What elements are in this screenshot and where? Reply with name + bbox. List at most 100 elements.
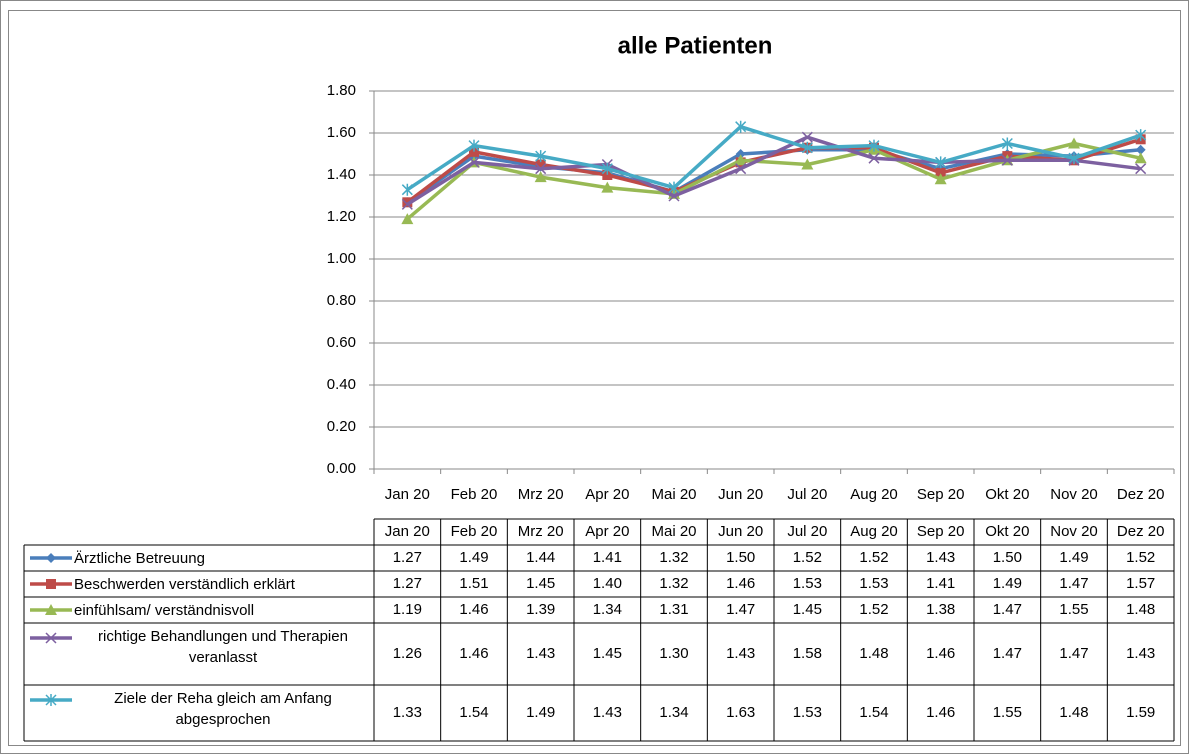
y-tick-label: 0.00 (327, 460, 356, 477)
marker (734, 154, 747, 166)
marker (668, 181, 680, 194)
x-tick-label: Nov 20 (1050, 486, 1098, 503)
marker (534, 171, 547, 183)
marker (1135, 163, 1147, 175)
table-value: 1.46 (459, 645, 488, 662)
marker (735, 149, 746, 159)
table-value: 1.34 (593, 601, 622, 618)
y-tick-label: 0.40 (327, 376, 356, 393)
legend-label: einfühlsam/ verständnisvoll (74, 602, 255, 619)
series-line (406, 135, 1141, 206)
marker (735, 120, 747, 133)
marker (535, 150, 547, 163)
x-tick-label: Apr 20 (585, 486, 629, 503)
marker (801, 158, 814, 170)
table-value: 1.58 (793, 645, 822, 662)
table-value: 1.51 (459, 575, 488, 592)
y-tick-label: 0.20 (327, 418, 356, 435)
table-value: 1.43 (726, 645, 755, 662)
table-value: 1.46 (459, 601, 488, 618)
marker (45, 694, 57, 706)
table-value: 1.49 (459, 549, 488, 566)
y-tick-label: 1.00 (327, 250, 356, 267)
table-header: Feb 20 (451, 523, 498, 540)
table-value: 1.47 (1059, 575, 1088, 592)
chart-title: alle Patienten (618, 32, 773, 59)
x-tick-label: Jul 20 (787, 486, 827, 503)
table-value: 1.46 (726, 575, 755, 592)
y-tick-label: 0.80 (327, 292, 356, 309)
table-value: 1.43 (926, 549, 955, 566)
table-header: Jul 20 (787, 523, 827, 540)
table-value: 1.47 (726, 601, 755, 618)
marker (535, 159, 546, 170)
y-tick-label: 1.60 (327, 124, 356, 141)
table-value: 1.55 (993, 704, 1022, 721)
table-value: 1.30 (659, 645, 688, 662)
table-header: Sep 20 (917, 523, 965, 540)
table-value: 1.44 (526, 549, 555, 566)
table-value: 1.39 (526, 601, 555, 618)
table-value: 1.52 (793, 549, 822, 566)
y-tick-label: 1.80 (327, 82, 356, 99)
table-value: 1.33 (393, 704, 422, 721)
table-value: 1.47 (993, 645, 1022, 662)
table-header: Dez 20 (1117, 523, 1165, 540)
table-value: 1.52 (859, 601, 888, 618)
legend-label: richtige Behandlungen und Therapien vera… (98, 628, 348, 666)
marker (468, 139, 480, 152)
table-value: 1.52 (859, 549, 888, 566)
table-header: Aug 20 (850, 523, 898, 540)
table-header: Mrz 20 (518, 523, 564, 540)
legend-fo: einfühlsam/ verständnisvoll (74, 602, 255, 619)
table-value: 1.47 (993, 601, 1022, 618)
table-value: 1.32 (659, 575, 688, 592)
marker (935, 167, 946, 178)
marker (801, 131, 813, 143)
y-tick-label: 1.20 (327, 208, 356, 225)
marker (1068, 152, 1080, 165)
x-tick-label: Okt 20 (985, 486, 1029, 503)
table-value: 1.43 (526, 645, 555, 662)
marker (45, 632, 57, 644)
table-value: 1.41 (593, 549, 622, 566)
marker (1001, 154, 1013, 166)
table-value: 1.31 (659, 601, 688, 618)
legend-label: Beschwerden verständlich erklärt (74, 576, 295, 593)
table-header: Apr 20 (585, 523, 629, 540)
marker (1001, 137, 1013, 150)
x-tick-label: Mai 20 (651, 486, 696, 503)
marker (601, 162, 613, 175)
x-tick-label: Jan 20 (385, 486, 430, 503)
y-tick-label: 0.60 (327, 334, 356, 351)
table-value: 1.27 (393, 575, 422, 592)
x-tick-label: Sep 20 (917, 486, 965, 503)
x-tick-label: Feb 20 (451, 486, 498, 503)
table-value: 1.19 (393, 601, 422, 618)
marker (868, 139, 880, 152)
legend-label: Ärztliche Betreuung (74, 550, 205, 567)
table-value: 1.49 (1059, 549, 1088, 566)
table-value: 1.46 (926, 704, 955, 721)
table-header: Okt 20 (985, 523, 1029, 540)
marker (401, 213, 414, 225)
table-value: 1.63 (726, 704, 755, 721)
marker (735, 163, 747, 175)
table-value: 1.49 (993, 575, 1022, 592)
table-value: 1.54 (859, 704, 888, 721)
marker (535, 163, 547, 175)
table-header: Nov 20 (1050, 523, 1098, 540)
table-value: 1.54 (459, 704, 488, 721)
marker (469, 146, 479, 157)
table-value: 1.32 (659, 549, 688, 566)
table-value: 1.50 (993, 549, 1022, 566)
marker (868, 152, 880, 164)
marker (601, 181, 614, 193)
table-value: 1.47 (1059, 645, 1088, 662)
marker (46, 553, 56, 563)
marker (402, 197, 413, 208)
marker (801, 141, 813, 154)
table-value: 1.48 (1059, 704, 1088, 721)
legend-fo: Beschwerden verständlich erklärt (74, 576, 295, 593)
